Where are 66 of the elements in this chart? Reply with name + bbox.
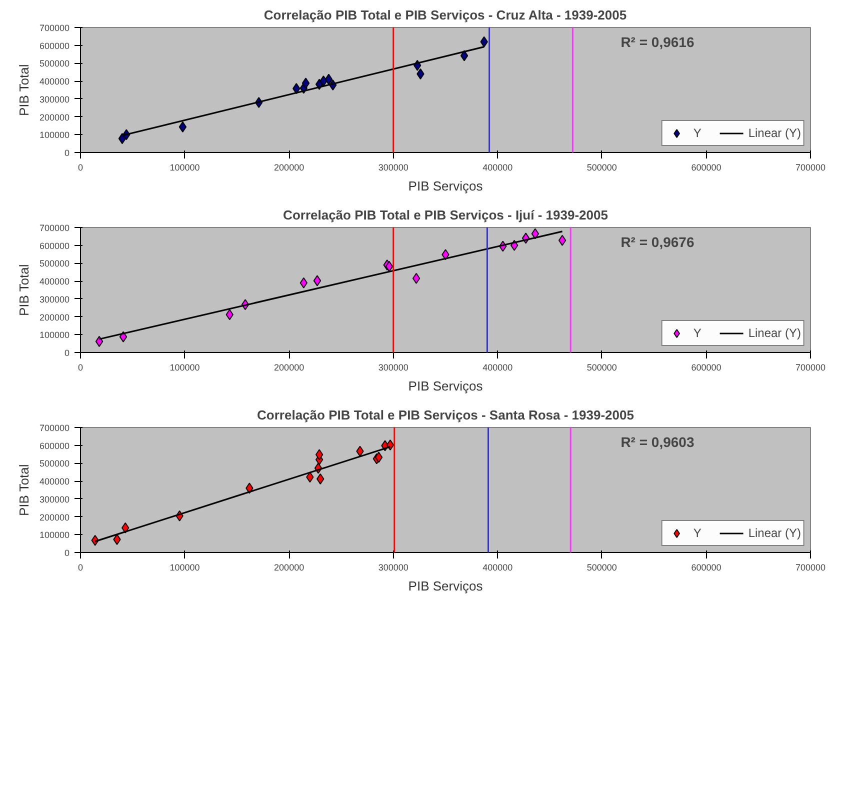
x-axis-title: PIB Serviços [408,578,484,594]
x-tick-label: 0 [78,562,84,572]
x-tick-label: 0 [78,162,84,172]
x-tick-label: 700000 [795,562,826,572]
x-tick-label: 400000 [482,162,513,172]
y-tick-label: 0 [64,548,70,558]
y-axis-title: PIB Total [16,464,32,516]
y-tick-label: 100000 [39,530,70,540]
x-tick-label: 700000 [795,162,826,172]
chart-title: Correlação PIB Total e PIB Serviços - Ijuí - 1939-2005 [283,208,608,222]
y-axis-title: PIB Total [16,64,32,116]
annotation: R² = 0,9603 [620,434,694,450]
annotation: R² = 0,9676 [620,234,694,250]
y-tick-label: 400000 [39,76,70,87]
x-tick-label: 100000 [170,362,200,372]
legend-label: Y [693,126,702,140]
x-tick-label: 300000 [378,362,408,372]
x-tick-label: 300000 [378,162,408,172]
y-tick-label: 700000 [39,423,70,433]
x-tick-label: 700000 [795,362,826,372]
y-tick-label: 0 [64,148,70,158]
y-axis-title: PIB Total [16,264,32,316]
y-tick-label: 700000 [39,23,70,33]
legend-label: Linear (Y) [748,326,801,340]
y-tick-label: 100000 [39,330,70,340]
chart-title: Correlação PIB Total e PIB Serviços - Cruz Alta - 1939-2005 [264,8,627,22]
x-tick-label: 100000 [170,562,200,572]
chart-title: Correlação PIB Total e PIB Serviços - Santa Rosa - 1939-2005 [257,408,634,422]
x-tick-label: 100000 [170,162,200,172]
x-tick-label: 400000 [482,362,513,372]
y-tick-label: 100000 [39,130,70,140]
y-tick-label: 200000 [39,512,70,522]
x-tick-label: 600000 [691,362,722,372]
x-tick-label: 600000 [691,562,722,572]
legend-label: Linear (Y) [748,126,801,140]
legend-label: Y [693,526,702,540]
y-tick-label: 500000 [39,58,70,69]
x-tick-label: 200000 [274,162,304,172]
y-tick-label: 0 [64,348,70,358]
x-tick-label: 200000 [274,362,304,372]
y-tick-label: 400000 [39,276,70,287]
y-tick-label: 300000 [39,494,70,504]
y-tick-label: 500000 [39,458,70,469]
x-tick-label: 300000 [378,562,408,572]
x-tick-label: 600000 [691,162,722,172]
x-tick-label: 200000 [274,562,304,572]
y-tick-label: 400000 [39,476,70,487]
x-tick-label: 400000 [482,562,513,572]
y-tick-label: 300000 [39,294,70,304]
y-tick-label: 200000 [39,112,70,122]
y-tick-label: 600000 [39,440,70,451]
annotation: R² = 0,9616 [620,34,694,50]
y-tick-label: 300000 [39,94,70,104]
x-tick-label: 0 [78,362,84,372]
y-tick-label: 600000 [39,40,70,51]
x-axis-title: PIB Serviços [408,178,484,194]
x-tick-label: 500000 [586,562,617,572]
y-tick-label: 200000 [39,312,70,322]
y-tick-label: 700000 [39,223,70,233]
legend-label: Linear (Y) [748,526,801,540]
legend-label: Y [693,326,702,340]
y-tick-label: 500000 [39,258,70,269]
x-tick-label: 500000 [586,362,617,372]
y-tick-label: 600000 [39,240,70,251]
x-axis-title: PIB Serviços [408,378,484,394]
x-tick-label: 500000 [586,162,617,172]
